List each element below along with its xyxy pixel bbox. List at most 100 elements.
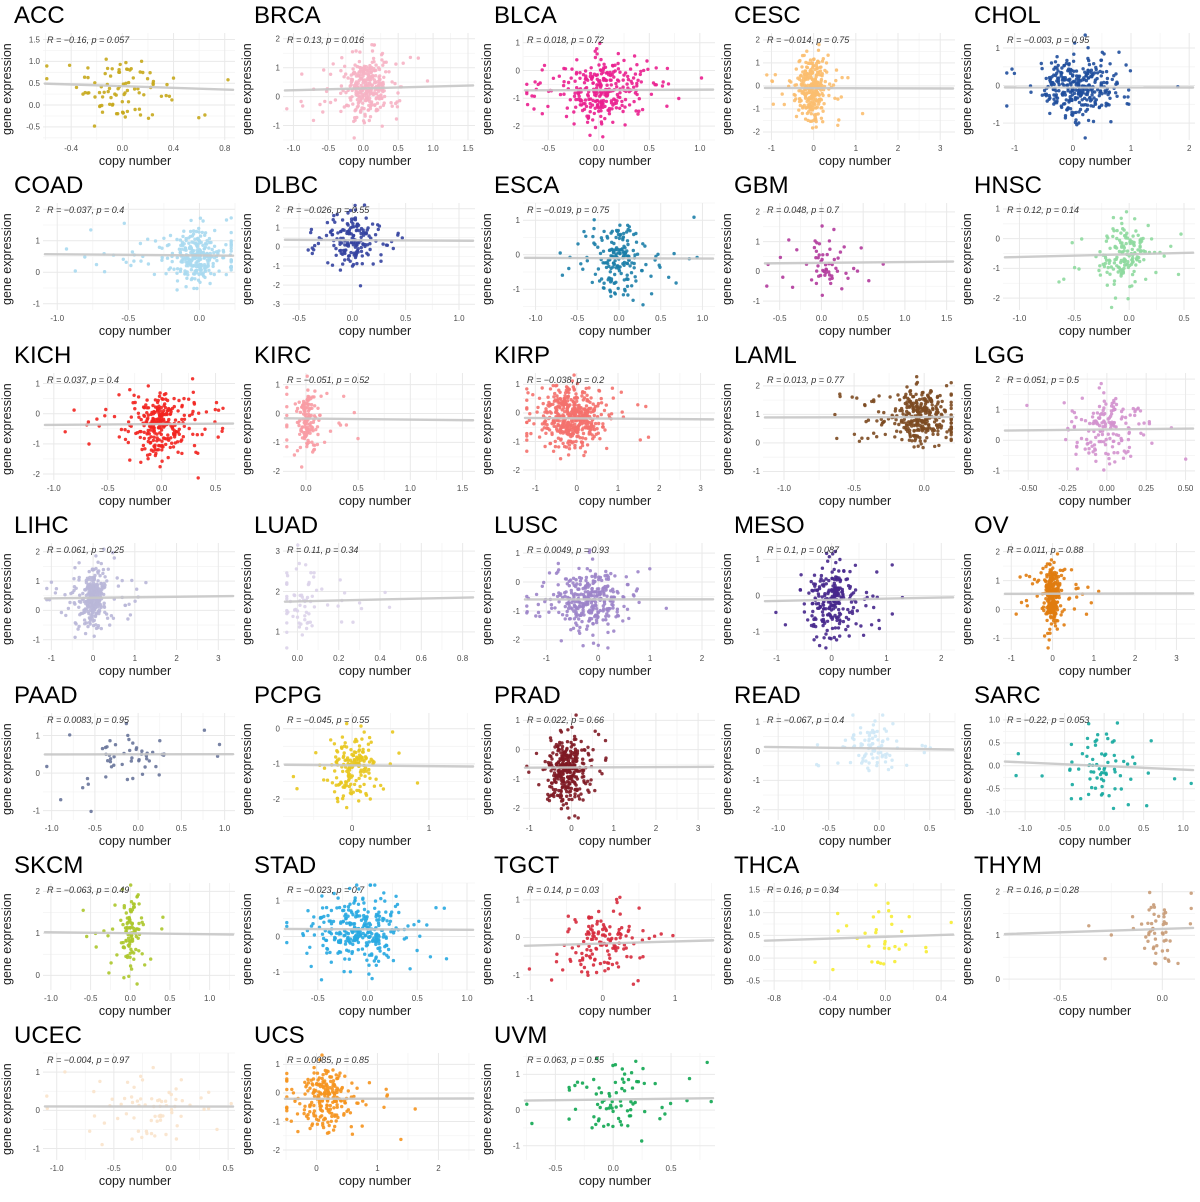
panel-title-prad: PRAD [480,682,720,710]
y-tick-label: -1 [273,968,281,977]
y-tick-label: 1.0 [29,57,41,66]
y-axis-label: gene expression [480,370,495,488]
correlation-annotation: R = −0.003, p = 0.95 [1007,35,1090,45]
panel-background [43,883,235,990]
panel-title-gbm: GBM [720,172,960,200]
y-tick-label: 0 [516,251,521,260]
y-tick-label: 2 [36,205,41,214]
correlation-annotation: R = 0.013, p = 0.77 [767,375,845,385]
x-tick-label: 3 [1174,654,1179,663]
y-tick-label: 1.0 [989,716,1001,725]
x-tick-label: 0 [829,654,834,663]
x-tick-label: -1 [527,994,535,1003]
y-tick-label: 0 [996,234,1001,243]
y-axis-label: gene expression [240,710,255,828]
x-tick-label: 2 [657,484,662,493]
y-tick-label: -2 [273,281,281,290]
x-tick-label: 0.0 [874,824,886,833]
panel-title-tgct: TGCT [480,852,720,880]
x-tick-label: 0.0 [362,994,374,1003]
y-tick-label: 1.0 [749,908,761,917]
y-axis-label: gene expression [960,540,975,658]
x-tick-label: 0.0 [300,484,312,493]
x-tick-label: 0.5 [858,314,870,323]
x-tick-label: 0.0 [194,314,206,323]
y-axis-label: gene expression [720,710,735,828]
x-tick-label: -1.0 [1018,824,1032,833]
x-tick-label: -1.0 [45,824,59,833]
x-tick-label: -1 [532,484,540,493]
y-tick-label: -1 [273,121,281,130]
x-tick-label: -0.5 [121,314,135,323]
y-tick-label: 0 [276,1089,281,1098]
y-axis-label: gene expression [0,540,15,658]
y-axis-label: gene expression [960,30,975,148]
trend-line [285,929,473,930]
panel-title-uvm: UVM [480,1022,720,1050]
x-tick-label: 0.5 [1178,314,1190,323]
panel-title-stad: STAD [240,852,480,880]
y-tick-label: -3 [273,300,281,309]
x-axis-label: copy number [480,1174,720,1190]
x-tick-label: 0.0 [292,654,304,663]
x-tick-label: -1.0 [287,144,301,153]
x-axis-label: copy number [0,664,240,680]
x-axis-label: copy number [240,324,480,340]
correlation-annotation: R = 0.16, p = 0.28 [1007,885,1079,895]
x-tick-label: -0.4 [64,144,78,153]
y-tick-label: 1 [756,410,761,419]
x-tick-label: 0.0 [347,314,359,323]
y-tick-label: 1.5 [29,35,41,44]
x-tick-label: -1 [1008,654,1016,663]
panel-title-lgg: LGG [960,342,1200,370]
y-tick-label: 1 [36,577,41,586]
y-tick-label: 1 [996,576,1001,585]
x-tick-label: 0.0 [133,824,145,833]
y-axis-label: gene expression [240,200,255,318]
trend-line [525,258,713,259]
correlation-annotation: R = −0.026, p = 0.55 [287,205,370,215]
x-tick-label: 0 [1071,144,1076,153]
x-axis-label: copy number [480,834,720,850]
x-tick-label: -0.5 [101,484,115,493]
x-tick-label: -0.50 [1019,484,1038,493]
x-axis-label: copy number [720,324,960,340]
x-tick-label: 0.0 [816,314,828,323]
x-axis-label: copy number [960,154,1200,170]
y-tick-label: 1 [996,205,1001,214]
correlation-annotation: R = 0.13, p = 0.016 [287,35,364,45]
x-tick-label: 1 [884,654,889,663]
x-tick-label: 1 [375,1164,380,1173]
x-tick-label: 0.8 [457,654,469,663]
y-tick-label: -1 [993,264,1001,273]
panel-title-skcm: SKCM [0,852,240,880]
y-tick-label: 1 [756,555,761,564]
y-axis-label: gene expression [240,540,255,658]
panel-title-esca: ESCA [480,172,720,200]
y-axis-label: gene expression [960,710,975,828]
y-tick-label: 1 [36,237,41,246]
y-tick-label: 0 [36,409,41,418]
y-tick-label: 0 [276,409,281,418]
y-tick-label: -1 [753,628,761,637]
x-tick-label: 1.0 [405,484,417,493]
y-axis-label: gene expression [0,200,15,318]
x-tick-label: 0.5 [1138,824,1150,833]
y-tick-label: 2 [756,36,761,45]
x-tick-label: 3 [698,484,703,493]
x-tick-label: 2 [436,1164,441,1173]
y-tick-label: 0 [996,436,1001,445]
x-tick-label: -1 [1011,144,1019,153]
panel-title-paad: PAAD [0,682,240,710]
x-tick-label: 0.5 [176,824,188,833]
x-tick-label: 1 [616,484,621,493]
y-tick-label: 0.0 [29,101,41,110]
correlation-annotation: R = −0.037, p = 0.4 [47,205,124,215]
